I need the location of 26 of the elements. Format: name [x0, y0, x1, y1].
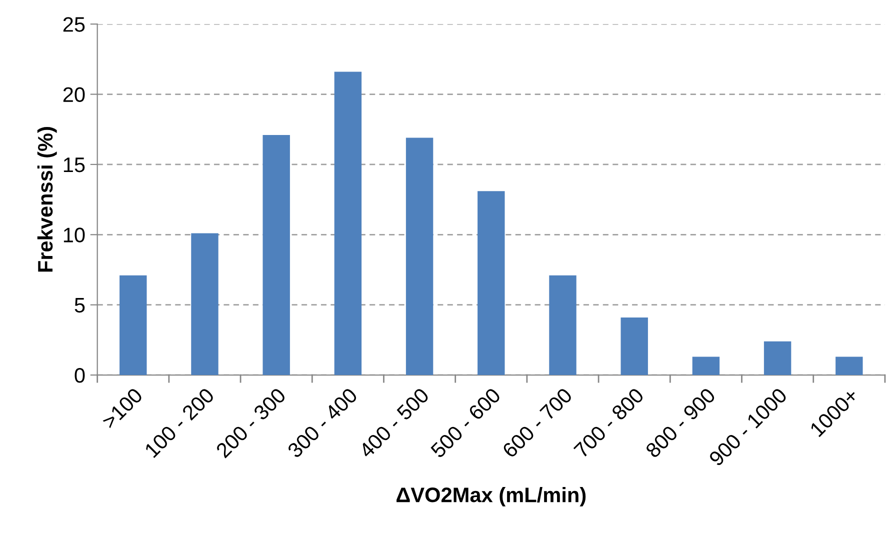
bar: [478, 191, 505, 376]
bar: [191, 233, 218, 376]
x-axis-title: ΔVO2Max (mL/min): [396, 486, 586, 506]
y-axis-title: Frekvenssi (%): [37, 127, 57, 272]
bar: [549, 275, 576, 376]
x-tick-label: 100 - 200: [144, 387, 215, 458]
bar: [262, 134, 290, 376]
x-tick-label: 500 - 600: [430, 387, 502, 459]
bar: [764, 341, 792, 376]
y-tick-label: 25: [63, 17, 85, 32]
y-tick-label: 5: [74, 298, 85, 313]
x-tick-label: 200 - 300: [215, 387, 287, 458]
x-tick-label: 700 - 800: [573, 387, 645, 458]
y-tick-label: 10: [64, 228, 85, 242]
bar: [334, 72, 362, 376]
bar: [120, 275, 147, 376]
x-tick-label: 600 - 700: [502, 387, 574, 458]
y-tick-label: 15: [64, 158, 85, 172]
x-tick-label: 400 - 500: [358, 387, 430, 459]
bar: [620, 317, 648, 376]
bar: [692, 356, 720, 376]
bar: [406, 138, 434, 376]
y-tick-label: 20: [63, 87, 85, 102]
y-tick-label: 0: [74, 368, 85, 383]
x-tick-label: 300 - 400: [286, 387, 358, 459]
bar: [836, 356, 863, 376]
